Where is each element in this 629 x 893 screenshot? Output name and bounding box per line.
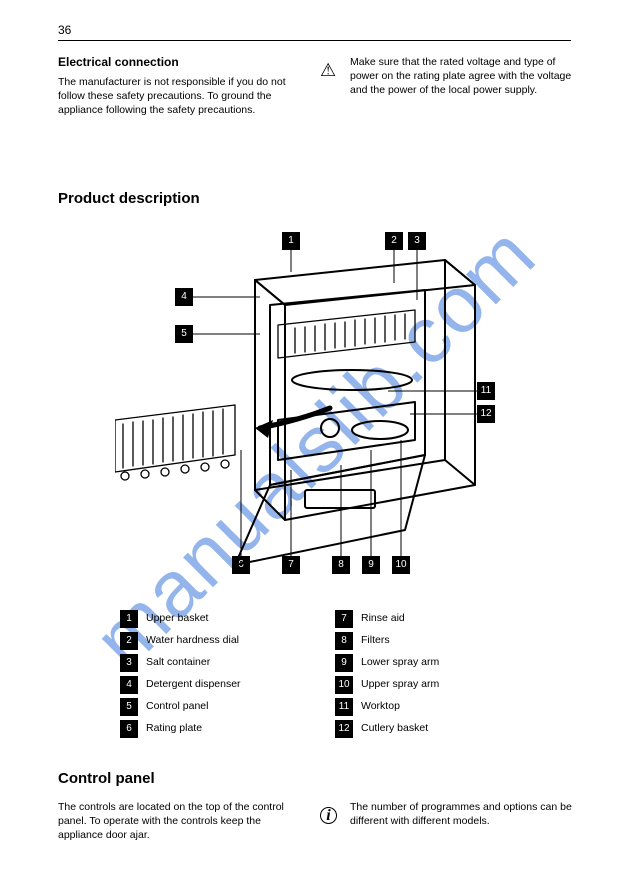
section-product-title: Product description	[58, 190, 200, 207]
section-panel-col2: The number of programmes and options can…	[350, 800, 580, 828]
legend-label-10: Upper spray arm	[361, 676, 439, 694]
page-number: 36	[58, 23, 71, 37]
legend-number-5: 5	[120, 698, 138, 716]
legend-row-12: 12 Cutlery basket	[335, 720, 535, 738]
legend-row-11: 11 Worktop	[335, 698, 535, 716]
legend-row-9: 9 Lower spray arm	[335, 654, 535, 672]
legend-label-7: Rinse aid	[361, 610, 405, 628]
legend-right: 7 Rinse aid 8 Filters 9 Lower spray arm 10 Uppe…	[335, 610, 535, 742]
legend-number-11: 11	[335, 698, 353, 716]
legend-label-11: Worktop	[361, 698, 400, 716]
section-panel-title: Control panel	[58, 770, 155, 787]
legend-number-2: 2	[120, 632, 138, 650]
legend-label-5: Control panel	[146, 698, 208, 716]
legend-number-7: 7	[335, 610, 353, 628]
section-panel-col1: The controls are located on the top of t…	[58, 800, 308, 843]
legend-number-10: 10	[335, 676, 353, 694]
legend-number-12: 12	[335, 720, 353, 738]
legend-label-2: Water hardness dial	[146, 632, 239, 650]
product-diagram	[115, 230, 515, 600]
section-install-col2: Make sure that the rated voltage and typ…	[350, 55, 580, 98]
legend-left: 1 Upper basket 2 Water hardness dial 3 Salt c…	[120, 610, 320, 742]
warning-icon: ⚠	[320, 60, 336, 81]
legend-label-6: Rating plate	[146, 720, 202, 738]
section-install-title: Electrical connection	[58, 55, 179, 69]
section-install-col1: The manufacturer is not responsible if y…	[58, 75, 308, 118]
legend-number-3: 3	[120, 654, 138, 672]
legend-number-9: 9	[335, 654, 353, 672]
legend-row-4: 4 Detergent dispenser	[120, 676, 320, 694]
legend-label-8: Filters	[361, 632, 390, 650]
legend-row-10: 10 Upper spray arm	[335, 676, 535, 694]
legend-row-7: 7 Rinse aid	[335, 610, 535, 628]
legend-number-1: 1	[120, 610, 138, 628]
legend-number-4: 4	[120, 676, 138, 694]
legend-row-3: 3 Salt container	[120, 654, 320, 672]
legend-row-8: 8 Filters	[335, 632, 535, 650]
legend-label-4: Detergent dispenser	[146, 676, 241, 694]
info-icon: i	[320, 807, 337, 824]
legend-label-3: Salt container	[146, 654, 210, 672]
legend-row-5: 5 Control panel	[120, 698, 320, 716]
legend-label-12: Cutlery basket	[361, 720, 428, 738]
legend-row-1: 1 Upper basket	[120, 610, 320, 628]
legend-number-6: 6	[120, 720, 138, 738]
legend-label-1: Upper basket	[146, 610, 208, 628]
legend-row-2: 2 Water hardness dial	[120, 632, 320, 650]
legend-label-9: Lower spray arm	[361, 654, 439, 672]
legend-number-8: 8	[335, 632, 353, 650]
legend-row-6: 6 Rating plate	[120, 720, 320, 738]
header-rule	[58, 40, 571, 41]
